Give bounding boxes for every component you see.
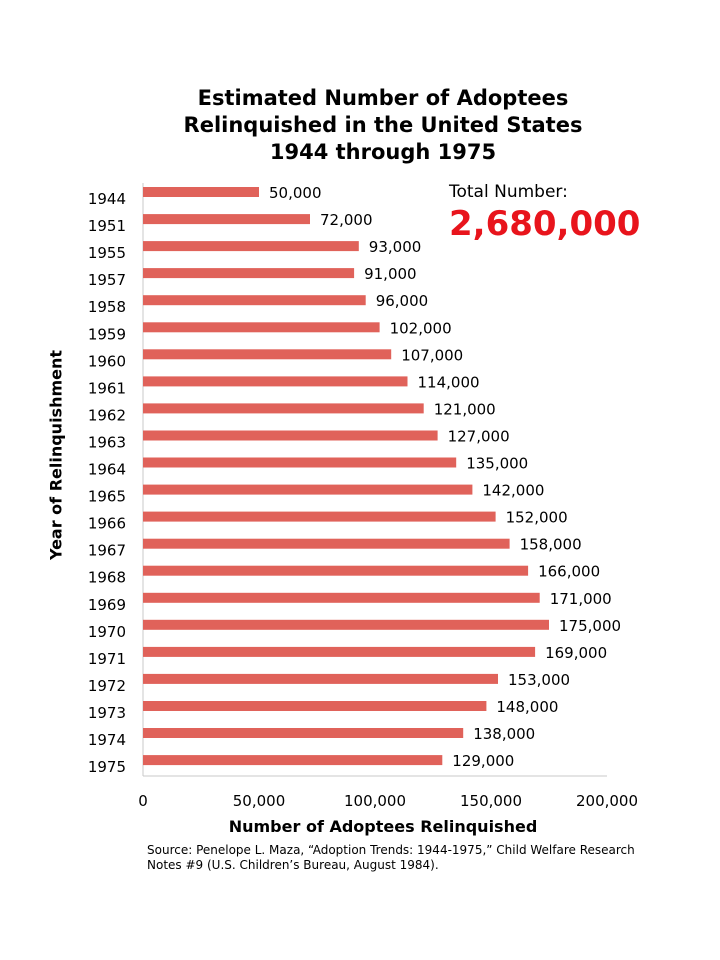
bar-1966 [143,511,496,522]
data-label: 50,000 [269,184,322,202]
data-label: 121,000 [434,400,496,418]
total-label: Total Number: [449,182,568,202]
data-label: 96,000 [376,292,429,310]
data-label: 175,000 [559,617,621,635]
y-tick-label: 1965 [88,488,126,506]
y-tick-label: 1951 [88,217,126,235]
data-label: 91,000 [364,265,417,283]
data-label: 152,000 [506,509,568,527]
bar-1968 [143,565,529,576]
bar-1955 [143,241,359,252]
bar-1951 [143,214,310,225]
bar-1973 [143,701,487,711]
bar-1963 [143,430,438,441]
y-tick-label: 1966 [88,515,126,533]
data-label: 171,000 [550,590,612,608]
y-tick-label: 1960 [88,352,126,370]
data-label: 93,000 [369,238,422,256]
y-tick-label: 1971 [88,650,126,668]
total-value: 2,680,000 [449,204,641,244]
data-label: 158,000 [520,536,582,554]
data-label: 169,000 [545,644,607,662]
y-tick-label: 1957 [88,271,126,289]
bar-1970 [143,619,549,630]
y-tick-label: 1974 [88,731,126,749]
chart-title-line-2: Relinquished in the United States [183,113,583,137]
y-tick-label: 1962 [88,406,126,424]
y-tick-label: 1958 [88,298,126,316]
bar-1975 [143,755,443,766]
y-tick-label: 1972 [88,677,126,695]
bar-1957 [143,268,355,279]
bar-1962 [143,403,424,414]
bar-1969 [143,592,540,603]
bar-1960 [143,349,392,360]
data-label: 166,000 [538,563,600,581]
chart-title-line-3: 1944 through 1975 [269,140,497,164]
bar-1965 [143,484,473,495]
bar-1959 [143,322,380,333]
x-tick-label: 0 [138,792,148,810]
data-label: 135,000 [466,455,528,473]
y-tick-label: 1963 [88,434,126,452]
bar-1961 [143,376,408,387]
total-callout: Total Number: 2,680,000 [449,181,640,244]
y-tick-label: 1964 [88,461,126,479]
y-axis-label: Year of Relinquishment [46,349,66,561]
x-tick-label: 200,000 [576,792,638,810]
bar-1964 [143,457,457,468]
y-tick-label: 1955 [88,244,126,262]
y-tick-label: 1973 [88,704,126,722]
data-label: 72,000 [320,211,373,229]
x-axis-label: Number of Adoptees Relinquished [228,817,538,836]
y-tick-label: 1959 [88,325,126,343]
data-label: 107,000 [401,346,463,364]
y-tick-label: 1967 [88,542,126,560]
chart-title-line-1: Estimated Number of Adoptees [197,86,569,110]
data-label: 129,000 [452,752,514,770]
data-label: 142,000 [482,482,544,500]
y-tick-label: 1969 [88,596,126,614]
source-note: Source: Penelope L. Maza, “Adoption Tren… [147,843,635,872]
y-tick-label: 1970 [88,623,126,641]
data-label: 127,000 [448,428,510,446]
y-tick-label: 1944 [88,190,126,208]
data-label: 114,000 [418,373,480,391]
bar-1944 [143,187,259,197]
data-label: 153,000 [508,671,570,689]
y-tick-label: 1975 [88,758,126,776]
bar-1972 [143,673,498,684]
bar-1958 [143,295,366,306]
y-tick-label: 1968 [88,569,126,587]
bar-1974 [143,728,464,738]
bar-1967 [143,538,510,549]
chart-title: Estimated Number of Adoptees Relinquishe… [0,85,720,166]
data-label: 138,000 [473,725,535,743]
data-label: 102,000 [390,319,452,337]
x-tick-label: 50,000 [233,792,286,810]
x-tick-label: 100,000 [344,792,406,810]
x-tick-label: 150,000 [460,792,522,810]
data-label: 148,000 [496,698,558,716]
bar-1971 [143,646,536,657]
y-tick-label: 1961 [88,379,126,397]
